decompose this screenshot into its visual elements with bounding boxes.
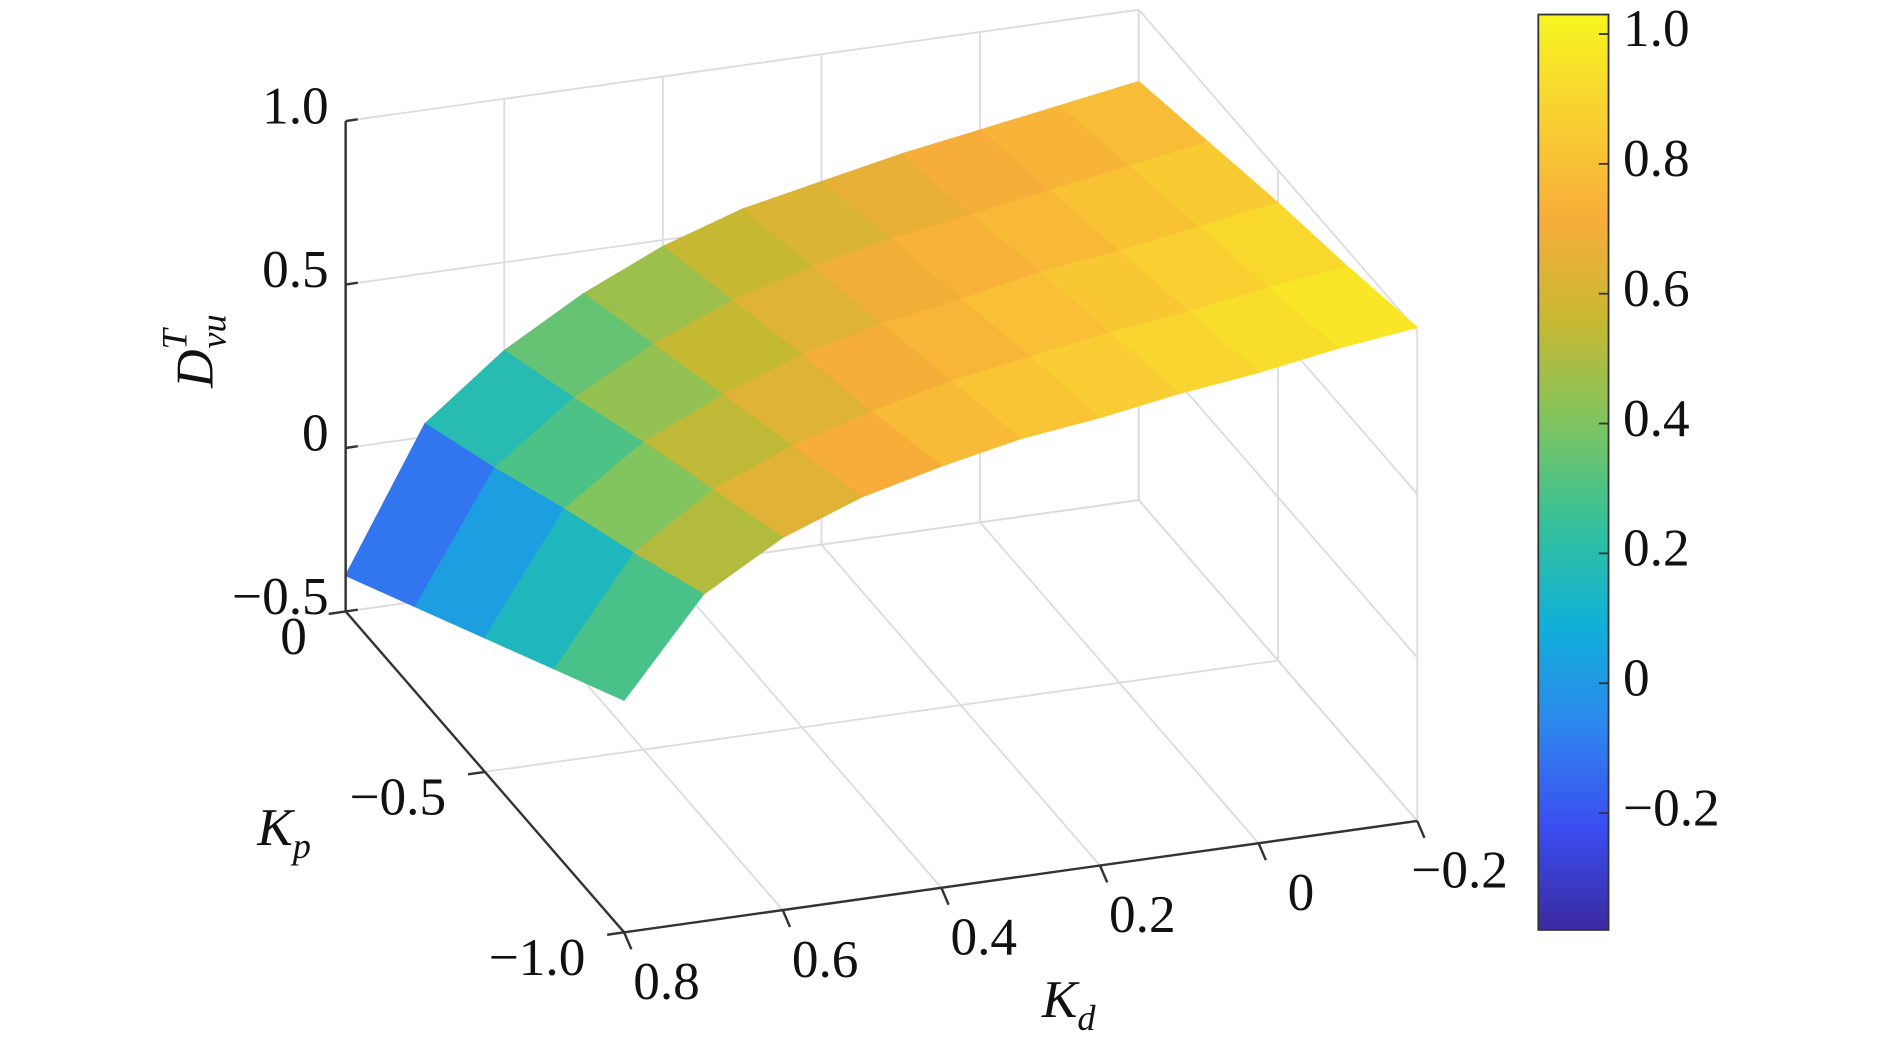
x-tick [1098, 865, 1109, 883]
z-tick [345, 281, 358, 286]
grid-line [484, 659, 1279, 773]
y-tick-label: −0.5 [350, 767, 447, 826]
surface-patch [553, 552, 705, 701]
x-label-sub: d [1077, 998, 1096, 1038]
y-tick [328, 610, 346, 616]
z-label-base: D [166, 349, 225, 388]
colorbar-tick-label: 0.4 [1623, 389, 1690, 448]
colorbar-tick-label: 0 [1623, 648, 1650, 707]
x-axis-label: Kd [1041, 970, 1097, 1038]
z-label-sub: vu [194, 314, 234, 348]
z-label-sup: T [155, 326, 195, 349]
z-axis-label: DTvu [155, 314, 234, 389]
y-tick [467, 770, 486, 776]
z-tick [345, 444, 358, 450]
colorbar-tick-label: 0.2 [1623, 519, 1690, 578]
x-tick-label: 0.4 [950, 907, 1017, 966]
z-tick [345, 608, 358, 613]
x-tick-label: 0.6 [792, 930, 859, 989]
grid-line [1138, 9, 1418, 332]
z-tick-label: 0 [302, 404, 329, 463]
x-tick-label: 0 [1288, 863, 1315, 922]
x-tick-label: 0.8 [633, 952, 700, 1011]
x-tick [623, 931, 633, 950]
x-label-base: K [1041, 970, 1080, 1029]
x-tick [1257, 842, 1267, 861]
x-tick [781, 909, 792, 928]
x-tick [1416, 820, 1426, 839]
colorbar-tick-label: −0.2 [1623, 778, 1720, 837]
x-tick-label: −0.2 [1411, 841, 1508, 900]
x-tick-label: 0.2 [1109, 885, 1176, 944]
colorbar-tick-label: 0.6 [1623, 259, 1690, 318]
z-tick-label: 0.5 [262, 240, 329, 299]
x-axis-line [623, 819, 1418, 934]
z-tick-label: 1.0 [262, 77, 329, 136]
colorbar-tick-label: 1.0 [1623, 0, 1690, 58]
x-tick [940, 887, 950, 906]
grid-line [345, 8, 1139, 122]
y-axis-label: Kp [256, 798, 311, 866]
y-tick-label: −1.0 [489, 928, 586, 987]
y-tick-label: 0 [280, 607, 307, 666]
y-label-sub: p [290, 826, 311, 866]
colorbar-tick-label: 0.8 [1623, 129, 1690, 188]
grid-line [1138, 499, 1418, 822]
y-label-base: K [256, 798, 295, 857]
y-tick [607, 931, 625, 936]
colorbar [1537, 13, 1610, 931]
z-tick-label: −0.5 [232, 567, 329, 626]
z-tick [345, 118, 358, 123]
